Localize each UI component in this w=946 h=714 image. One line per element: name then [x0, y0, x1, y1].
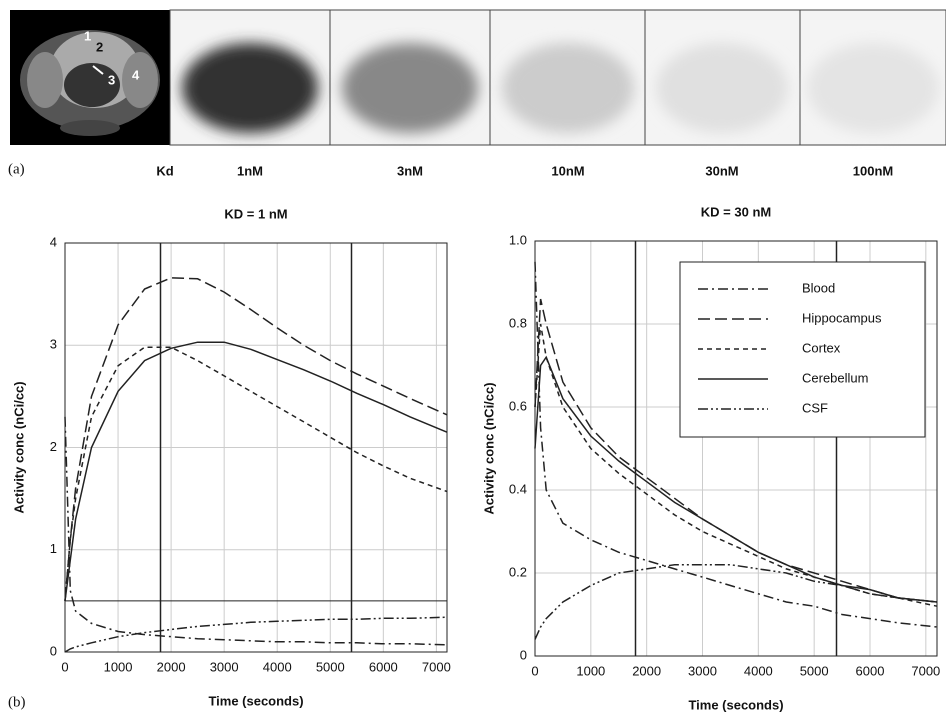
image-caption: 10nM — [551, 163, 584, 178]
chart: KD = 1 nM 0 1 2 3 4 0 1000 2000 3000 4000 5000 6000 7… — [11, 206, 450, 708]
image-strip: 1 2 3 4 (a) Kd 1nM 3nM 10nM 30nM 100nM — [8, 9, 946, 178]
legend-label: Cerebellum — [802, 370, 868, 385]
atlas-region — [64, 63, 120, 107]
x-tick-label: 6000 — [856, 663, 885, 678]
image-caption: 1nM — [237, 163, 263, 178]
y-tick-label: 0 — [50, 643, 57, 658]
legend-label: Hippocampus — [802, 310, 882, 325]
x-tick-label: 1000 — [576, 663, 605, 678]
x-tick-label: 4000 — [744, 663, 773, 678]
x-tick-label: 5000 — [316, 659, 345, 674]
legend-label: CSF — [802, 400, 828, 415]
series-line — [64, 346, 448, 601]
chart: KD = 30 nM 0 0.2 0.4 0.6 0.8 1.0 0 1000 2000 3000 4… — [481, 204, 940, 712]
region-number: 4 — [132, 67, 140, 82]
series-line — [64, 416, 448, 646]
y-tick-label: 0 — [520, 647, 527, 662]
pet-image — [656, 43, 788, 133]
image-caption: 100nM — [853, 163, 893, 178]
y-tick-label: 2 — [50, 439, 57, 454]
x-tick-label: 7000 — [422, 659, 451, 674]
x-axis-label: Time (seconds) — [208, 693, 303, 708]
plot-frame — [64, 242, 448, 653]
y-axis-label: Activity conc (nCi/cc) — [11, 381, 26, 513]
x-tick-label: 5000 — [800, 663, 829, 678]
panel-label: (b) — [8, 694, 26, 710]
region-number: 1 — [84, 28, 91, 43]
x-axis-label: Time (seconds) — [688, 697, 783, 712]
series-line — [534, 563, 938, 640]
pet-image — [182, 43, 318, 133]
series-line — [64, 341, 448, 601]
y-tick-label: 4 — [50, 234, 57, 249]
y-tick-label: 1 — [50, 541, 57, 556]
region-number: 2 — [96, 39, 103, 54]
atlas-region — [122, 52, 158, 108]
image-caption: 30nM — [705, 163, 738, 178]
region-number: 3 — [108, 72, 115, 87]
atlas-region — [27, 52, 63, 108]
y-tick-label: 1.0 — [509, 232, 527, 247]
y-tick-label: 0.8 — [509, 315, 527, 330]
panel-label: (a) — [8, 161, 25, 177]
x-tick-label: 4000 — [263, 659, 292, 674]
y-axis-label: Activity conc (nCi/cc) — [481, 382, 496, 514]
series-line — [64, 616, 448, 653]
arrow — [92, 65, 104, 75]
series-line — [64, 277, 448, 601]
x-tick-label: 7000 — [911, 663, 940, 678]
chart-title: KD = 1 nM — [224, 206, 287, 221]
chart-title: KD = 30 nM — [701, 204, 771, 219]
y-tick-label: 0.6 — [509, 398, 527, 413]
pet-image — [807, 43, 939, 133]
x-tick-label: 2000 — [157, 659, 186, 674]
pet-image — [502, 43, 634, 133]
x-tick-label: 2000 — [632, 663, 661, 678]
y-tick-label: 0.4 — [509, 481, 527, 496]
legend-label: Cortex — [802, 340, 841, 355]
y-tick-label: 3 — [50, 337, 57, 352]
x-tick-label: 6000 — [369, 659, 398, 674]
image-caption: Kd — [156, 163, 173, 178]
atlas-region — [60, 120, 120, 136]
x-tick-label: 0 — [61, 659, 68, 674]
legend-label: Blood — [802, 280, 835, 295]
pet-images — [169, 9, 946, 146]
legend: Blood Hippocampus Cortex Cerebellum CSF — [679, 261, 926, 438]
x-tick-label: 1000 — [104, 659, 133, 674]
image-caption: 3nM — [397, 163, 423, 178]
series-line — [534, 355, 938, 603]
x-tick-label: 3000 — [210, 659, 239, 674]
x-tick-label: 0 — [531, 663, 538, 678]
x-tick-label: 3000 — [688, 663, 717, 678]
pet-image — [342, 43, 478, 133]
y-tick-label: 0.2 — [509, 564, 527, 579]
